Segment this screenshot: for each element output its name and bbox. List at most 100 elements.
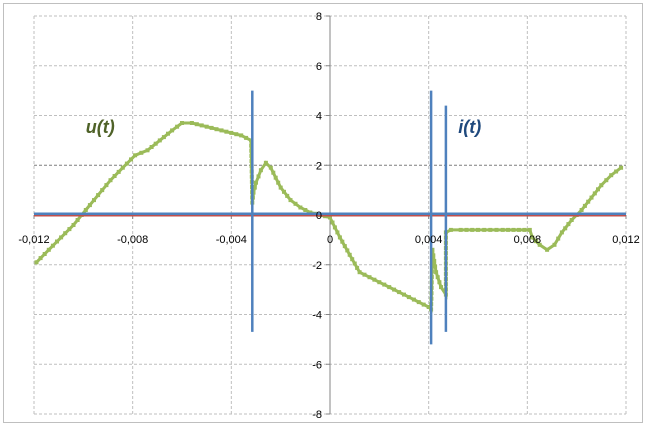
series-0-point [609,173,614,178]
series-0-point [308,210,313,215]
chart-frame: -0,012 -0,008 -0,004 0 0,004 0,008 0,012 8 6 4 2 0… [3,3,643,423]
series-annotation-0: u(t) [86,117,115,137]
y-tick-label: -6 [312,359,322,371]
series-0-point [566,222,571,227]
series-0-point [120,165,125,170]
series-0-point [432,259,437,263]
series-0-point [448,227,453,232]
series-0-point [50,243,55,248]
series-0-point [293,201,298,206]
series-0-point [332,225,337,230]
series-0-point [614,169,619,174]
series-0-point [124,161,129,166]
series-0-point [352,261,357,266]
series-0-point [569,218,574,222]
series-0-point [328,215,332,220]
series-0-point [244,135,249,140]
series-0-point [166,131,170,136]
series-0-point [350,257,355,262]
series-0-point [285,193,290,198]
series-0-point [392,287,397,292]
series-0-point [604,178,609,183]
series-0-point [458,227,463,232]
series-0-point [42,252,47,256]
series-0-point [252,185,257,190]
series-0-point [511,227,516,232]
x-tick-label: 0 [327,234,333,246]
series-0-point [180,121,184,125]
series-0-point [357,270,362,275]
series-0-point [421,302,426,307]
series-2-line [34,90,626,345]
series-0-point [170,128,175,133]
series-0-point [599,183,604,188]
x-tick-labels: -0,012 -0,008 -0,004 0 0,004 0,008 0,012 [18,234,639,246]
series-0-point [256,174,261,179]
series-0-point [83,208,88,212]
series-0-point [87,203,92,208]
series-0-point [439,285,443,290]
series-0-point [579,208,584,212]
series-0-point [204,124,209,129]
series-0-point [476,227,480,232]
series-0-point [63,231,68,236]
series-0-point [258,168,263,173]
series-0-point [545,247,550,252]
series-0-point [46,247,51,252]
y-tick-label: -2 [312,260,322,272]
series-0-point [288,198,293,203]
chart-canvas: -0,012 -0,008 -0,004 0 0,004 0,008 0,012 8 6 4 2 0… [18,11,639,421]
series-0-point [522,227,527,232]
y-tick-label: 4 [316,111,322,123]
series-0-point [96,193,101,198]
series-0-point [157,138,162,143]
series-0-point [276,180,281,185]
series-0-point [298,205,303,210]
y-tick-label: -8 [312,409,322,421]
series-0-point [530,235,535,240]
series-0-point [38,256,43,261]
series-0-point [149,145,154,149]
y-tick-label: 8 [316,11,322,23]
series-0-point [175,124,180,129]
series-0-point [214,127,219,132]
series-layer [34,90,626,345]
y-tick-label: -4 [312,310,322,322]
series-0-point [563,226,568,231]
series-0-point [596,187,600,192]
series-0-point [224,129,229,134]
series-0-point [330,220,335,225]
series-0-point [516,227,521,232]
series-0-point [494,227,499,232]
series-0-point [100,188,105,193]
series-0-point [397,290,402,295]
series-0-point [434,270,439,275]
series-0-point [416,300,421,305]
y-tick-label: 2 [316,160,322,172]
x-tick-label: -0,004 [216,234,247,246]
y-tick-label: 0 [316,210,322,222]
series-0-point [355,265,360,270]
series-annotation-1: i(t) [458,117,481,137]
series-0-point [377,280,382,285]
series-0-point [209,125,214,130]
series-0-point [145,148,150,153]
series-0-point [282,189,286,194]
series-0-point [345,248,350,253]
series-0-point [582,203,587,208]
series-0-point [92,198,96,203]
series-0-point [619,165,624,170]
series-0-point [426,305,431,309]
series-0-point [153,141,158,146]
series-0-point [482,227,487,232]
series-0-point [500,227,505,232]
series-0-point [402,292,406,297]
x-tick-label: 0,012 [612,234,640,246]
series-0-point [112,174,117,178]
series-0-point [268,165,273,170]
series-0-point [431,253,436,258]
series-0-point [527,227,532,232]
series-0-point [104,183,109,188]
series-0-point [464,227,469,232]
series-0-point [340,239,345,244]
